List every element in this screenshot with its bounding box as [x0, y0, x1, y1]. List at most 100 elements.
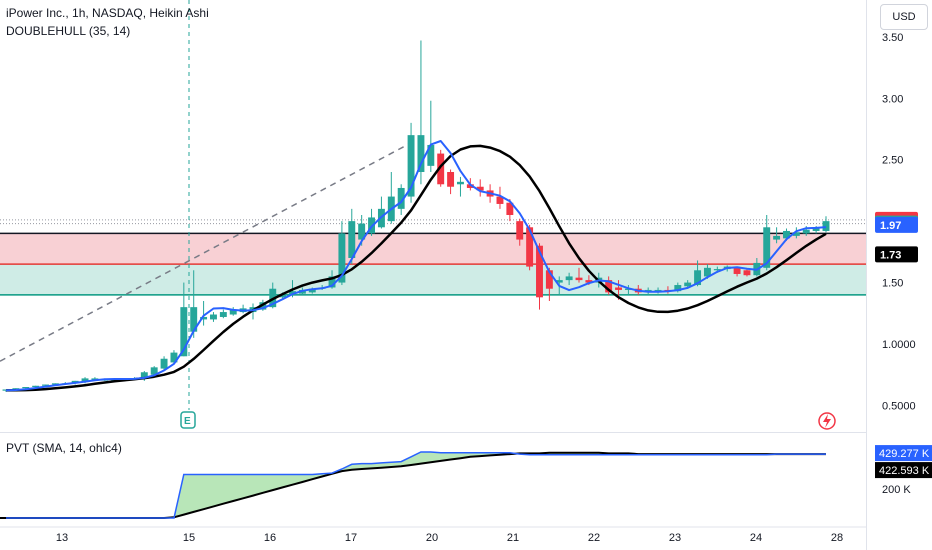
price-axis-separator	[866, 0, 867, 550]
candle-body	[466, 184, 474, 188]
candle-body	[536, 245, 543, 298]
currency-button[interactable]: USD	[880, 4, 928, 30]
candle-body	[812, 228, 820, 231]
pvt-value-bg	[875, 445, 932, 462]
candle-body	[763, 227, 771, 268]
trend-line	[0, 136, 422, 362]
pvt-sma-value-bg	[875, 462, 932, 479]
price-tick-label: 3.50	[882, 32, 903, 44]
candle-body	[565, 276, 573, 281]
candle-body	[684, 282, 692, 287]
candle-body	[516, 221, 524, 240]
candle-body	[42, 384, 49, 386]
candle-body	[743, 270, 751, 276]
candle-body	[585, 280, 593, 283]
candle-body	[773, 235, 781, 240]
price-tick-label: 0.5000	[882, 400, 916, 412]
price-label: 1.73	[880, 249, 901, 261]
candle-body	[437, 153, 445, 185]
candle-body	[476, 186, 484, 191]
candle-body	[713, 269, 721, 271]
candle-body	[822, 221, 830, 231]
candle-body	[496, 196, 504, 204]
candle-body	[140, 372, 148, 379]
hull-fast-line	[5, 140, 827, 392]
candle-body	[81, 378, 89, 383]
candle-body	[605, 280, 613, 293]
symbol-legend: iPower Inc., 1h, NASDAQ, Heikin Ashi	[6, 6, 209, 20]
candle-body	[190, 307, 198, 332]
upper-zone	[0, 233, 866, 265]
candle-body	[22, 387, 30, 389]
price-label-bg	[875, 216, 918, 233]
candle-body	[229, 309, 237, 315]
candle-body	[170, 352, 178, 363]
time-tick-label: 17	[345, 532, 357, 544]
time-tick-label: 20	[426, 532, 438, 544]
candle-body	[51, 383, 59, 385]
price-tick-label: 3.00	[882, 93, 903, 105]
candle-body	[792, 232, 800, 236]
candle-body	[526, 227, 534, 267]
candle-body	[802, 229, 810, 234]
candle-body	[427, 144, 435, 166]
candle-body	[555, 280, 563, 283]
candle-body	[200, 316, 208, 320]
pvt-sma-value-label: 422.593 K	[879, 465, 930, 477]
candle-body	[457, 181, 464, 185]
candle-body	[12, 388, 20, 390]
candle-body	[575, 277, 583, 281]
pvt-line	[6, 451, 826, 519]
candle-body	[783, 230, 790, 239]
candle-body	[545, 270, 553, 289]
candle-body	[417, 135, 425, 172]
candle-body	[654, 289, 662, 292]
time-tick-label: 15	[183, 532, 195, 544]
candle-body	[150, 367, 158, 375]
candle-body	[289, 291, 296, 295]
pane-separator	[0, 432, 866, 433]
candle-body	[160, 358, 168, 369]
price-tick-label: 2.50	[882, 155, 903, 167]
candle-body	[506, 202, 514, 215]
earnings-icon	[180, 411, 196, 429]
candle-body	[180, 307, 188, 357]
candle-body	[674, 285, 682, 292]
time-tick-label: 23	[669, 532, 681, 544]
candle-body	[703, 267, 711, 277]
price-label: 1.97	[880, 220, 901, 232]
indicator-legend: DOUBLEHULL (35, 14)	[6, 24, 131, 38]
price-tick-label: 1.0000	[882, 339, 916, 351]
candle-body	[210, 314, 217, 320]
candle-body	[308, 288, 316, 293]
candle-body	[348, 221, 356, 258]
time-tick-label: 28	[831, 532, 843, 544]
candles	[2, 40, 830, 392]
candle-body	[615, 287, 622, 290]
lightning-bolt	[823, 414, 831, 428]
candle-body	[694, 270, 702, 286]
time-tick-label: 24	[750, 532, 762, 544]
candle-body	[32, 385, 40, 387]
time-tick-label: 22	[588, 532, 600, 544]
candle-body	[733, 267, 741, 274]
candle-body	[219, 312, 227, 317]
price-tick-label: 1.50	[882, 278, 903, 290]
pvt-value-label: 429.277 K	[879, 448, 930, 460]
pvt-tick-label: 200 K	[882, 484, 911, 496]
candle-body	[447, 172, 455, 187]
time-tick-label: 21	[507, 532, 519, 544]
earnings-icon-letter: E	[184, 416, 191, 427]
pvt-legend: PVT (SMA, 14, ohlc4)	[6, 441, 122, 455]
time-tick-label: 13	[56, 532, 68, 544]
candle-body	[358, 223, 366, 240]
time-tick-label: 16	[264, 532, 276, 544]
pvt-fill	[6, 452, 826, 518]
candle-body	[279, 294, 287, 298]
candle-body	[407, 135, 415, 197]
candle-body	[328, 276, 336, 288]
candle-body	[397, 187, 405, 209]
price-label-bg	[875, 246, 918, 263]
candle-body	[338, 233, 346, 283]
